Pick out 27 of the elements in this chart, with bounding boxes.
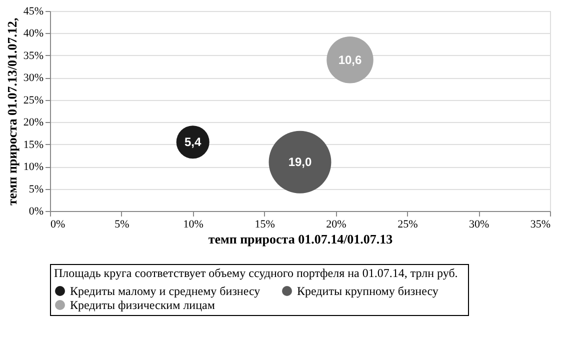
x-tick-label: 25% (398, 218, 418, 230)
y-tick-label: 5% (28, 183, 44, 196)
x-tick-label: 10% (183, 218, 204, 230)
annotation: 19,0 (288, 155, 312, 170)
legend-label: Кредиты физическим лицам (70, 298, 216, 312)
x-tick-label: 20% (326, 218, 346, 230)
y-tick-label: 20% (23, 116, 44, 129)
y-tick-label: 10% (23, 161, 44, 174)
x-axis-title: темп прироста 01.07.14/01.07.13 (208, 232, 394, 246)
y-tick-label: 40% (23, 28, 44, 40)
legend-label: Кредиты крупному бизнесу (297, 284, 438, 298)
x-tick-label: 35% (530, 218, 550, 230)
y-tick-label: 35% (23, 50, 44, 62)
annotation: 5,4 (184, 135, 202, 150)
x-tick-label: 5% (114, 218, 130, 230)
annotation: 10,6 (338, 52, 362, 67)
x-tick-label: 15% (254, 218, 275, 230)
y-tick-label: 45% (23, 6, 44, 18)
legend-title: Площадь круга соответствует объему ссудного портфеля на 01.07.14, трлн руб. (54, 266, 458, 280)
y-tick-label: 15% (23, 138, 44, 151)
legend-label: Кредиты малому и среднему бизнесу (70, 284, 260, 298)
y-tick-label: 0% (28, 206, 44, 218)
y-tick-label: 25% (23, 94, 44, 106)
x-tick-label: 0% (50, 218, 66, 230)
y-axis-title: темп прироста 01.07.13/01.07.12, (4, 18, 20, 206)
x-tick-label: 30% (468, 218, 490, 230)
y-tick-label: 30% (23, 72, 44, 84)
